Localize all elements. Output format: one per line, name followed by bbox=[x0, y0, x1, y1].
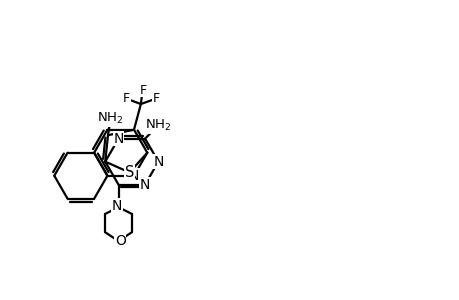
Text: F: F bbox=[139, 84, 146, 97]
Text: N: N bbox=[153, 154, 163, 169]
Text: S: S bbox=[124, 165, 134, 180]
Text: F: F bbox=[123, 92, 130, 105]
Text: N: N bbox=[129, 169, 139, 183]
Text: F: F bbox=[152, 92, 159, 105]
Text: N: N bbox=[112, 199, 122, 212]
Text: O: O bbox=[115, 234, 125, 248]
Text: NH$_2$: NH$_2$ bbox=[97, 111, 123, 127]
Text: N: N bbox=[140, 178, 150, 192]
Text: N: N bbox=[113, 132, 123, 145]
Text: NH$_2$: NH$_2$ bbox=[145, 118, 171, 133]
